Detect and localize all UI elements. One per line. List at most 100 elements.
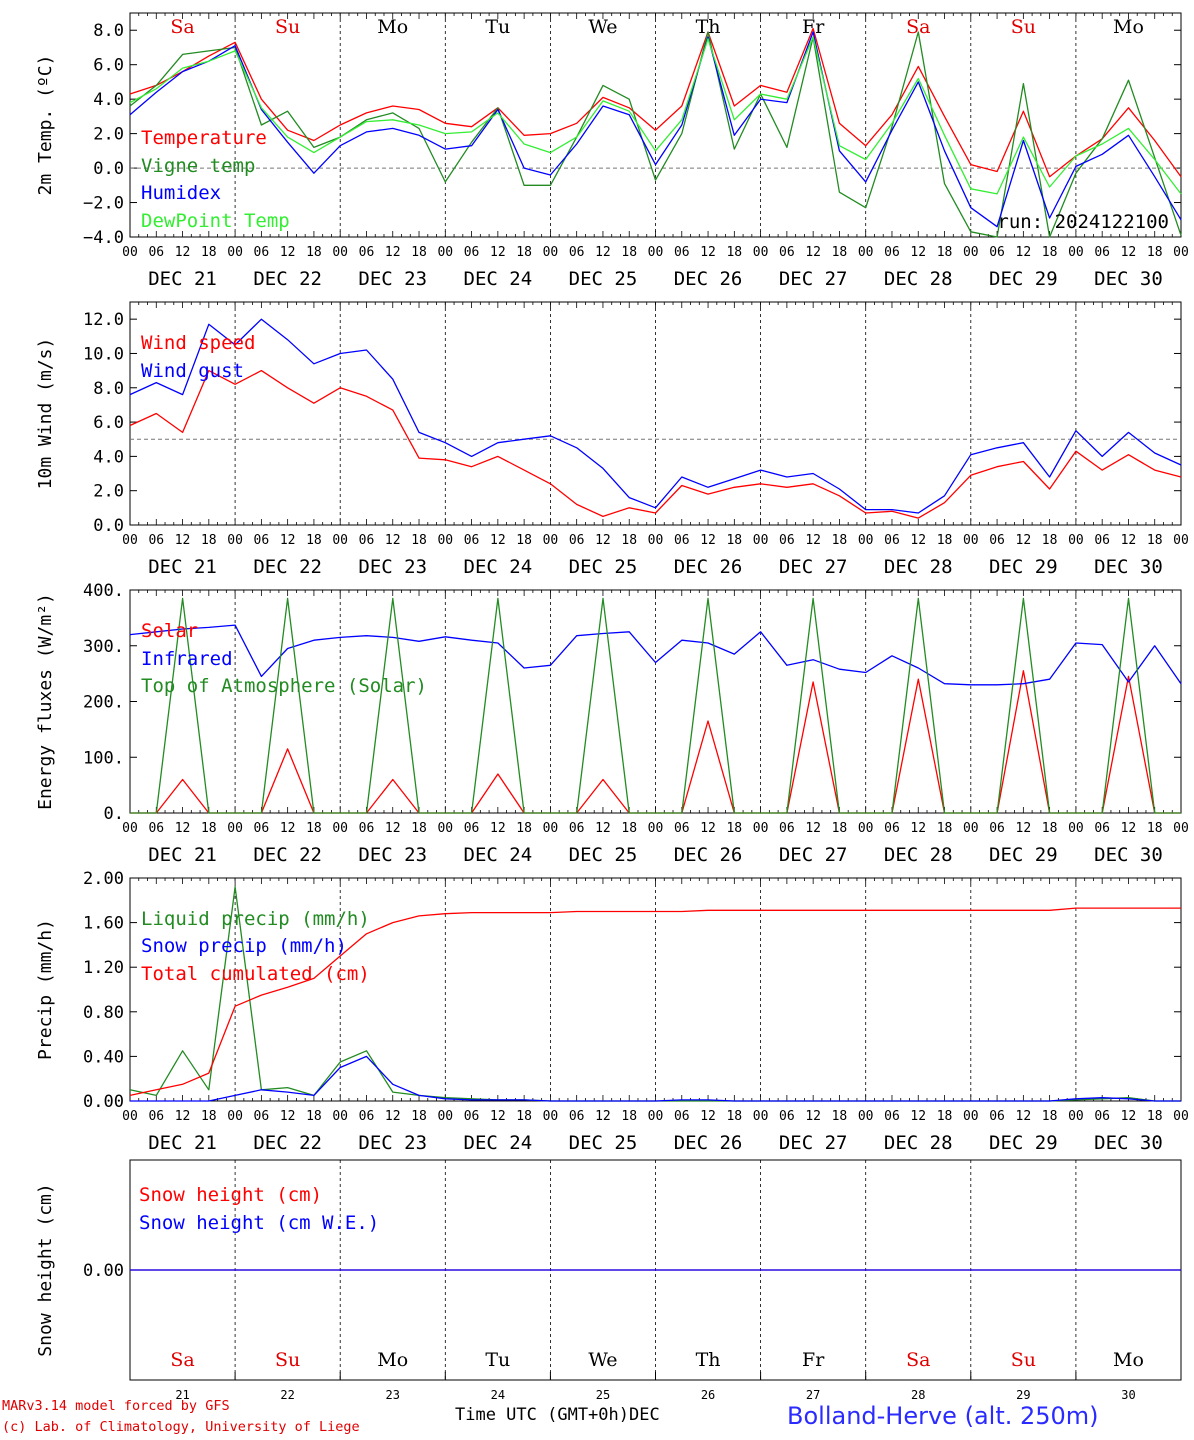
hour-tick-label: 06 bbox=[779, 245, 795, 260]
station-name: Bolland-Herve (alt. 250m) bbox=[787, 1402, 1099, 1430]
hour-tick-label: 00 bbox=[332, 245, 348, 260]
hour-tick-label: 18 bbox=[937, 533, 953, 548]
date-label: DEC 23 bbox=[358, 1132, 427, 1154]
day-number-label: 30 bbox=[1121, 1388, 1135, 1402]
hour-tick-label: 18 bbox=[726, 245, 742, 260]
y-tick-label: 8.0 bbox=[93, 379, 124, 399]
hour-tick-label: 00 bbox=[858, 821, 874, 836]
weekday-label: We bbox=[588, 1349, 617, 1371]
hour-tick-label: 12 bbox=[910, 245, 926, 260]
date-label: DEC 26 bbox=[674, 268, 743, 290]
weekday-label: Su bbox=[275, 1349, 300, 1371]
run-annotation: run: 2024122100 bbox=[997, 211, 1169, 233]
weekday-label: Mo bbox=[377, 1349, 408, 1371]
date-label: DEC 28 bbox=[884, 268, 953, 290]
weekday-label: Tu bbox=[485, 1349, 510, 1371]
weekday-label: Th bbox=[696, 16, 721, 38]
hour-tick-label: 18 bbox=[306, 1109, 322, 1124]
y-tick-label: −2.0 bbox=[83, 194, 124, 214]
hour-tick-label: 00 bbox=[1173, 1109, 1189, 1124]
hour-tick-label: 12 bbox=[280, 821, 296, 836]
y-tick-label: 6.0 bbox=[93, 413, 124, 433]
date-label: DEC 25 bbox=[569, 844, 638, 866]
hour-tick-label: 06 bbox=[254, 245, 270, 260]
hour-tick-label: 00 bbox=[543, 821, 559, 836]
hour-tick-label: 12 bbox=[1016, 1109, 1032, 1124]
hour-tick-label: 06 bbox=[1094, 533, 1110, 548]
date-label: DEC 26 bbox=[674, 844, 743, 866]
legend-entry: DewPoint Temp bbox=[141, 210, 290, 232]
hour-tick-label: 12 bbox=[385, 821, 401, 836]
x-axis-title: Time UTC (GMT+0h) bbox=[455, 1405, 629, 1425]
date-label: DEC 25 bbox=[569, 556, 638, 578]
hour-tick-label: 18 bbox=[516, 533, 532, 548]
hour-tick-label: 06 bbox=[884, 245, 900, 260]
hour-tick-label: 12 bbox=[1121, 533, 1137, 548]
hour-tick-label: 12 bbox=[700, 245, 716, 260]
hour-tick-label: 00 bbox=[648, 533, 664, 548]
legend-entry: Wind gust bbox=[141, 360, 244, 382]
y-tick-label: 6.0 bbox=[93, 56, 124, 76]
hour-tick-label: 18 bbox=[1147, 1109, 1163, 1124]
y-tick-label: 2.0 bbox=[93, 125, 124, 145]
hour-tick-label: 00 bbox=[332, 533, 348, 548]
weekday-label: Su bbox=[1011, 16, 1036, 38]
series-line-total-cumulated-cm- bbox=[129, 907, 1181, 1097]
hour-tick-label: 00 bbox=[648, 1109, 664, 1124]
weekday-label: Th bbox=[696, 1349, 721, 1371]
hour-tick-label: 00 bbox=[858, 245, 874, 260]
hour-tick-label: 18 bbox=[306, 821, 322, 836]
y-axis-title: Precip (mm/h) bbox=[35, 919, 56, 1060]
weekday-label: Mo bbox=[377, 16, 408, 38]
weekday-label: Fr bbox=[802, 16, 825, 38]
hour-tick-label: 06 bbox=[148, 245, 164, 260]
series-line-humidex bbox=[129, 31, 1182, 228]
date-label: DEC 28 bbox=[884, 556, 953, 578]
hour-tick-label: 06 bbox=[359, 533, 375, 548]
legend-entry: Snow height (cm) bbox=[139, 1184, 322, 1206]
hour-tick-label: 06 bbox=[254, 1109, 270, 1124]
hour-tick-label: 06 bbox=[779, 533, 795, 548]
hour-tick-label: 18 bbox=[1042, 245, 1058, 260]
hour-tick-label: 12 bbox=[805, 1109, 821, 1124]
date-label: DEC 30 bbox=[1094, 556, 1163, 578]
y-tick-label: 2.0 bbox=[93, 482, 124, 502]
weekday-label: Sa bbox=[170, 1349, 194, 1371]
hour-tick-label: 18 bbox=[937, 245, 953, 260]
x-axis-label: Time UTC (GMT+0h)DEC bbox=[455, 1405, 660, 1425]
model-credit: MARv3.14 model forced by GFS bbox=[2, 1398, 230, 1414]
hour-tick-label: 00 bbox=[648, 245, 664, 260]
legend-entry: Solar bbox=[141, 620, 198, 642]
hour-tick-label: 00 bbox=[122, 533, 138, 548]
hour-tick-label: 12 bbox=[805, 245, 821, 260]
date-label: DEC 23 bbox=[358, 844, 427, 866]
y-tick-label: 4.0 bbox=[93, 447, 124, 467]
legend-entry: Infrared bbox=[141, 648, 233, 670]
hour-tick-label: 12 bbox=[805, 533, 821, 548]
weekday-label: We bbox=[588, 16, 617, 38]
y-axis-title: 10m Wind (m/s) bbox=[35, 338, 56, 490]
hour-tick-label: 18 bbox=[726, 1109, 742, 1124]
hour-tick-label: 00 bbox=[1068, 821, 1084, 836]
hour-tick-label: 18 bbox=[621, 245, 637, 260]
hour-tick-label: 12 bbox=[280, 245, 296, 260]
hour-tick-label: 18 bbox=[516, 1109, 532, 1124]
hour-tick-label: 00 bbox=[227, 245, 243, 260]
legend-entry: Snow height (cm W.E.) bbox=[139, 1212, 379, 1234]
hour-tick-label: 00 bbox=[122, 821, 138, 836]
day-number-label: 22 bbox=[280, 1388, 294, 1402]
date-label: DEC 30 bbox=[1094, 1132, 1163, 1154]
legend-entry: Total cumulated (cm) bbox=[141, 963, 370, 985]
panel-frame bbox=[129, 12, 1182, 238]
hour-tick-label: 18 bbox=[621, 533, 637, 548]
series-line-infrared bbox=[129, 624, 1182, 686]
day-number-label: 24 bbox=[491, 1388, 505, 1402]
y-tick-label: 1.20 bbox=[83, 958, 124, 978]
hour-tick-label: 06 bbox=[148, 821, 164, 836]
date-label: DEC 21 bbox=[148, 844, 217, 866]
panel-5: 21 22 23 24 25 26 27 28 29 30 Sa Su Mo Tu We Th Fr Sa Su Mo… bbox=[35, 1159, 1182, 1402]
hour-tick-label: 00 bbox=[1173, 533, 1189, 548]
hour-tick-label: 06 bbox=[989, 821, 1005, 836]
hour-tick-label: 12 bbox=[910, 1109, 926, 1124]
date-label: DEC 27 bbox=[779, 1132, 848, 1154]
